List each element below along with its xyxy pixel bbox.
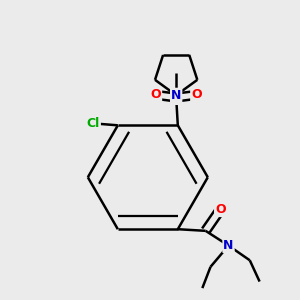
Text: O: O (215, 203, 226, 216)
Text: O: O (191, 88, 202, 101)
Text: N: N (171, 89, 181, 102)
Text: S: S (172, 91, 181, 104)
Text: N: N (223, 239, 234, 252)
Text: Cl: Cl (87, 117, 100, 130)
Text: O: O (151, 88, 161, 101)
